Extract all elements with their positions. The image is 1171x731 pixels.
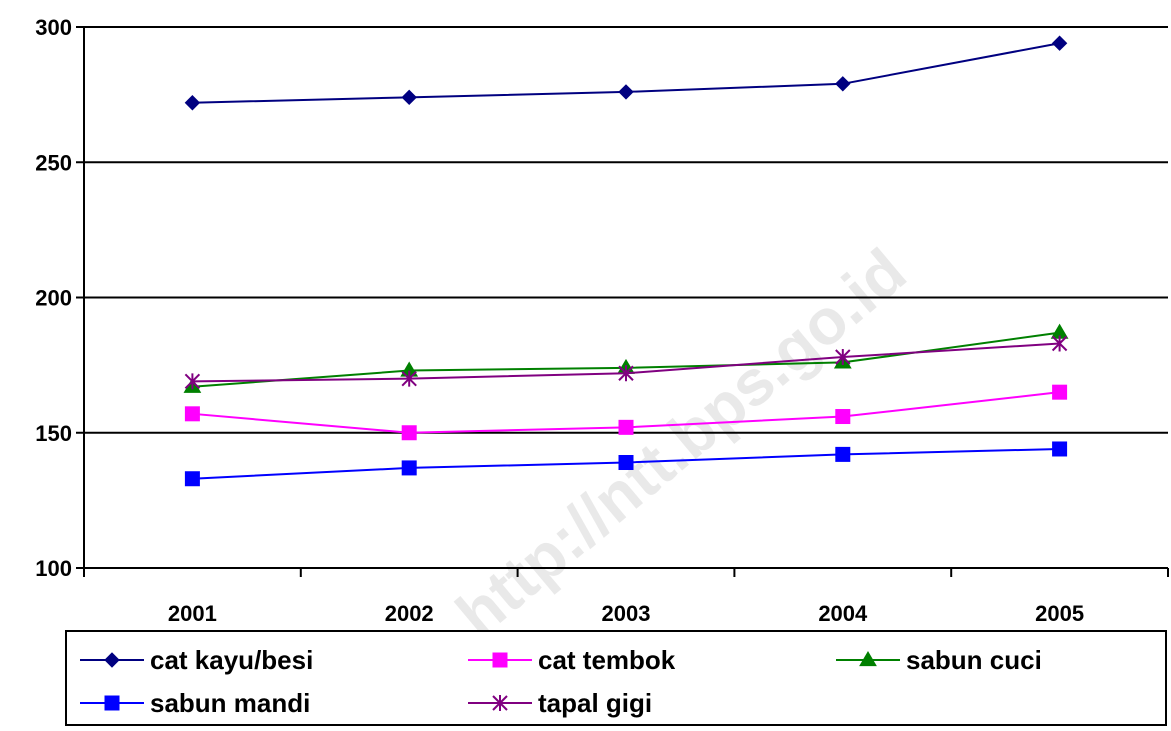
series-lines [183,35,1069,487]
legend-item-tapal-gigi: tapal gigi [468,688,652,718]
gridlines [84,26,1168,434]
point-cat-tembok-2002 [401,425,417,441]
legend-label-tapal-gigi: tapal gigi [538,688,652,718]
point-cat-tembok-2003 [618,419,634,435]
series-sabun-mandi [184,441,1068,487]
point-sabun-mandi-2003 [618,455,634,471]
point-sabun-mandi-2004 [835,446,851,462]
point-cat-tembok-2001 [184,406,200,422]
legend-marker-tapal-gigi [492,695,508,711]
legend-label-sabun-cuci: sabun cuci [906,645,1042,675]
legend-item-sabun-cuci: sabun cuci [836,645,1042,675]
point-tapal-gigi-2001 [184,373,201,390]
y-tick-label-250: 250 [35,150,72,175]
point-sabun-mandi-2005 [1052,441,1068,457]
point-sabun-mandi-2002 [401,460,417,476]
point-tapal-gigi-2004 [835,349,851,366]
y-tick-label-100: 100 [35,556,72,581]
point-tapal-gigi-2002 [401,370,417,387]
point-tapal-gigi-2003 [618,365,634,382]
series-cat-kayu-besi [184,35,1068,111]
point-cat-tembok-2005 [1052,384,1068,400]
legend-item-cat-kayu-besi: cat kayu/besi [80,645,313,675]
series-cat-tembok [184,384,1068,441]
legend-marker-cat-tembok [492,652,508,668]
point-tapal-gigi-2005 [1051,335,1068,352]
x-tick-label-2004: 2004 [818,601,868,626]
legend-item-sabun-mandi: sabun mandi [80,688,310,718]
legend: cat kayu/besi cat tembok sabun cuci sabun m… [65,630,1167,726]
legend-label-cat-kayu-besi: cat kayu/besi [150,645,313,675]
point-sabun-mandi-2001 [184,471,200,487]
x-tick-label-2005: 2005 [1035,601,1084,626]
point-cat-kayu-besi-2005 [1051,35,1068,51]
axes: 100 150 200 250 300 2001 2002 2003 2004 2005 [35,15,1169,626]
series-sabun-cuci [183,323,1069,393]
legend-marker-sabun-mandi [104,695,120,711]
point-cat-kayu-besi-2001 [184,95,201,111]
point-cat-tembok-2004 [835,409,851,425]
series-tapal-gigi [184,335,1068,390]
legend-marker-cat-kayu-besi [104,652,120,668]
x-tick-label-2002: 2002 [385,601,434,626]
point-cat-kayu-besi-2003 [618,84,634,100]
x-tick-label-2001: 2001 [168,601,217,626]
legend-marker-sabun-cuci [859,651,877,667]
point-cat-kayu-besi-2002 [401,89,417,106]
legend-label-sabun-mandi: sabun mandi [150,688,310,718]
y-tick-label-150: 150 [35,421,72,446]
point-cat-kayu-besi-2004 [835,76,851,92]
y-tick-label-200: 200 [35,286,72,311]
legend-box [65,630,1167,726]
legend-label-cat-tembok: cat tembok [538,645,676,675]
legend-item-cat-tembok: cat tembok [468,645,676,675]
y-tick-label-300: 300 [35,15,72,40]
x-tick-label-2003: 2003 [602,601,651,626]
